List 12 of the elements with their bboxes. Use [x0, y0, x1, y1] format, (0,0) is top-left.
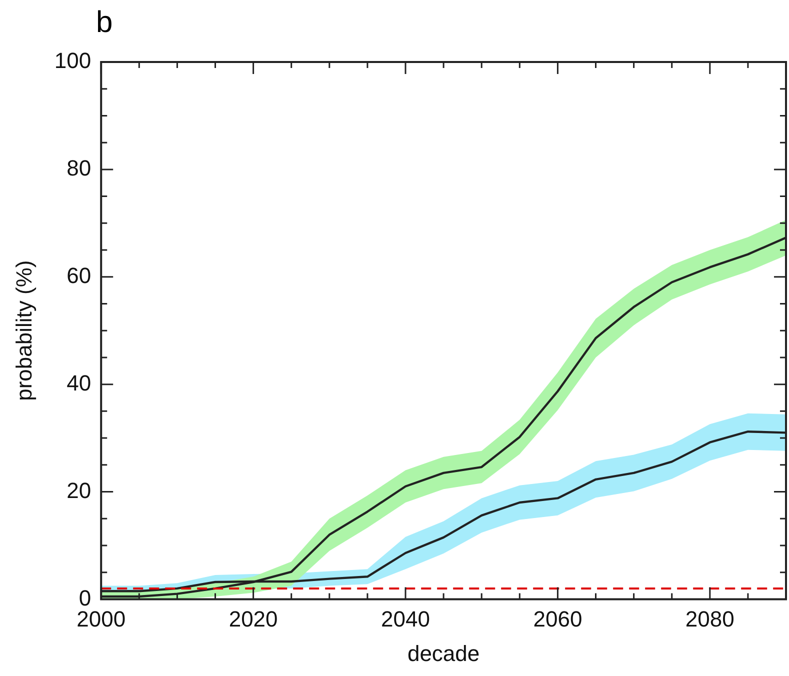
x-tick-label: 2060 — [533, 606, 582, 632]
y-axis-title: probability (%) — [11, 260, 36, 401]
y-tick-label: 60 — [66, 262, 92, 288]
y-tick-label: 20 — [66, 478, 92, 503]
x-tick-label: 2040 — [381, 606, 430, 632]
chart-title: b — [96, 6, 113, 40]
x-tick-label: 2080 — [685, 606, 734, 632]
y-tick-label: 40 — [66, 370, 92, 396]
y-tick-label: 80 — [66, 156, 92, 181]
x-tick-label: 2020 — [228, 606, 278, 632]
x-axis-title: decade — [407, 640, 480, 666]
y-tick-label: 100 — [54, 48, 92, 74]
